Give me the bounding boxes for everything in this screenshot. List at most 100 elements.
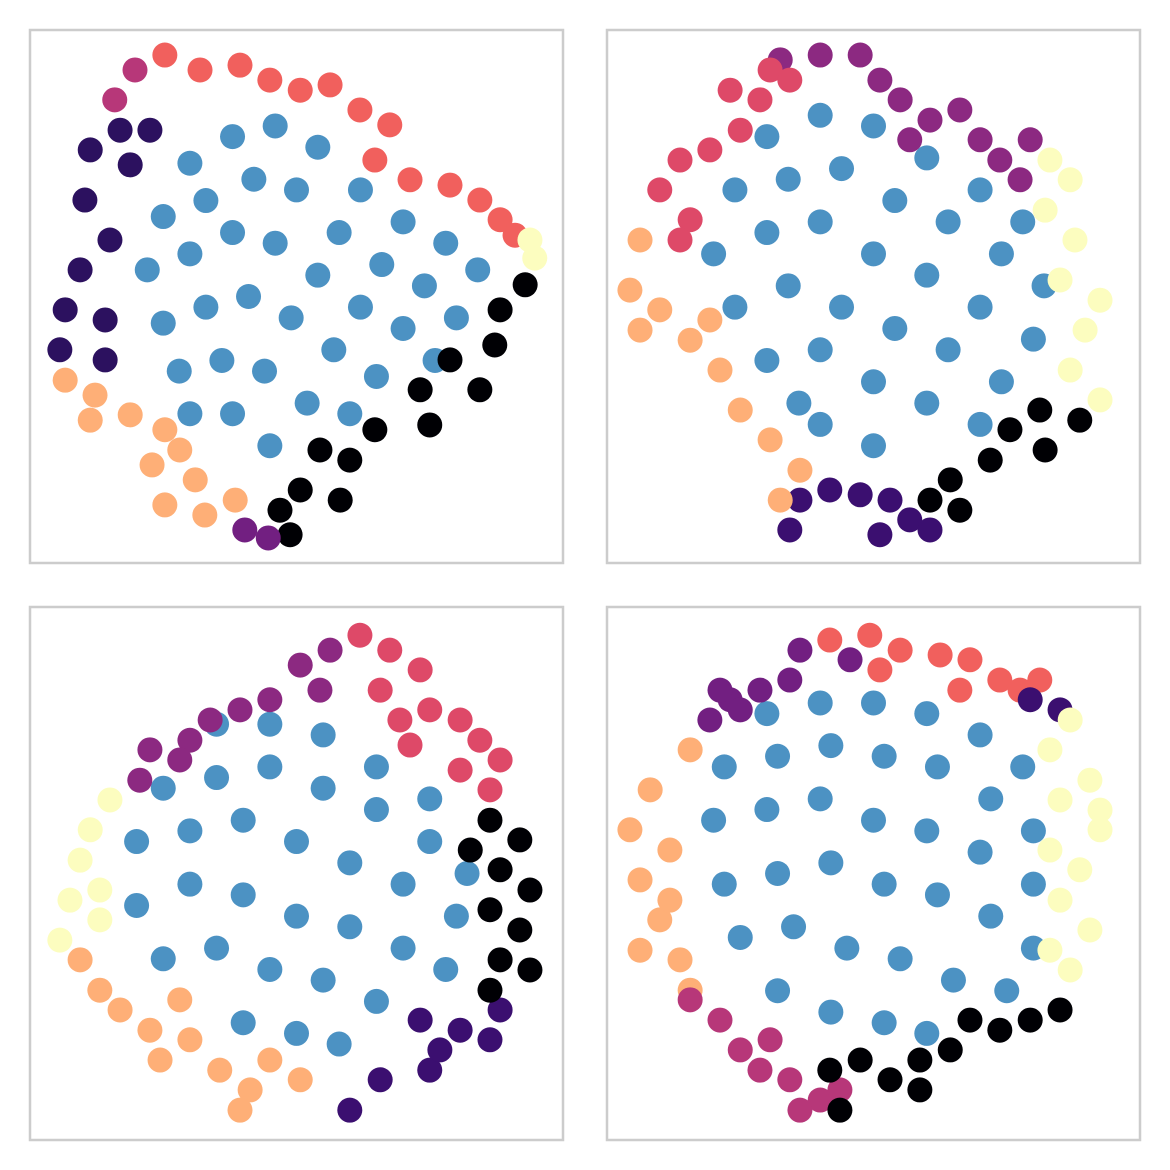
point [310, 967, 336, 993]
point [387, 707, 413, 733]
point [677, 737, 703, 763]
point [722, 177, 748, 203]
point [967, 411, 993, 437]
point [487, 997, 513, 1023]
point [417, 412, 443, 438]
point [57, 887, 83, 913]
point [867, 522, 893, 548]
point [487, 297, 513, 323]
point [818, 999, 844, 1025]
point [988, 369, 1014, 395]
point [807, 411, 833, 437]
point [262, 230, 288, 256]
point [52, 367, 78, 393]
point [457, 837, 483, 863]
point [347, 294, 373, 320]
point [465, 257, 491, 283]
point [230, 807, 256, 833]
point [284, 1020, 309, 1046]
point [87, 877, 113, 903]
point [257, 433, 283, 459]
point [917, 487, 943, 513]
point [107, 117, 133, 143]
point [277, 522, 303, 548]
point [317, 637, 343, 663]
point [707, 357, 733, 383]
point [727, 924, 753, 950]
point [152, 417, 178, 443]
point [818, 733, 844, 759]
point [1057, 957, 1083, 983]
point [77, 137, 103, 163]
point [102, 87, 128, 113]
point [363, 754, 389, 780]
point [467, 377, 493, 403]
point [935, 337, 961, 363]
point [867, 657, 893, 683]
point [940, 967, 966, 993]
point [1027, 397, 1053, 423]
point [937, 1037, 963, 1063]
point [847, 1047, 873, 1073]
point [167, 987, 193, 1013]
point [257, 1047, 283, 1073]
point [124, 892, 150, 918]
point [150, 946, 176, 972]
point [152, 42, 178, 68]
point [177, 241, 203, 267]
point [487, 747, 513, 773]
point [347, 177, 373, 203]
point [367, 1067, 393, 1093]
point [177, 401, 203, 427]
point [1007, 167, 1033, 193]
point [150, 204, 176, 230]
point [727, 117, 753, 143]
point [727, 397, 753, 423]
point [1037, 737, 1063, 763]
point [230, 882, 256, 908]
point [287, 652, 313, 678]
point [701, 807, 727, 833]
point [747, 677, 773, 703]
point [818, 850, 844, 876]
point [72, 187, 98, 213]
point [887, 946, 913, 972]
point [227, 697, 253, 723]
point [310, 775, 336, 801]
point [437, 172, 463, 198]
point [1037, 837, 1063, 863]
point [667, 227, 693, 253]
point [907, 1047, 933, 1073]
point [337, 401, 363, 427]
point [284, 829, 309, 855]
point [447, 1017, 473, 1043]
point [1067, 857, 1093, 883]
point [647, 177, 673, 203]
point [522, 245, 548, 271]
point [807, 786, 833, 812]
point [1087, 387, 1113, 413]
point [122, 57, 148, 83]
point [627, 317, 653, 343]
point [92, 347, 118, 373]
point [507, 827, 533, 853]
point [137, 1017, 163, 1043]
point [487, 857, 513, 883]
point [827, 1097, 853, 1123]
panel-frame [605, 28, 1142, 565]
point [377, 637, 403, 663]
point [861, 241, 886, 267]
point [182, 467, 208, 493]
point [305, 262, 331, 288]
point [777, 517, 803, 543]
point [305, 134, 331, 160]
point [757, 427, 783, 453]
point [887, 637, 913, 663]
point [786, 390, 812, 416]
point [914, 701, 940, 727]
point [807, 337, 833, 363]
point [677, 327, 703, 353]
point [754, 124, 780, 150]
point [1087, 817, 1113, 843]
point [87, 907, 113, 933]
